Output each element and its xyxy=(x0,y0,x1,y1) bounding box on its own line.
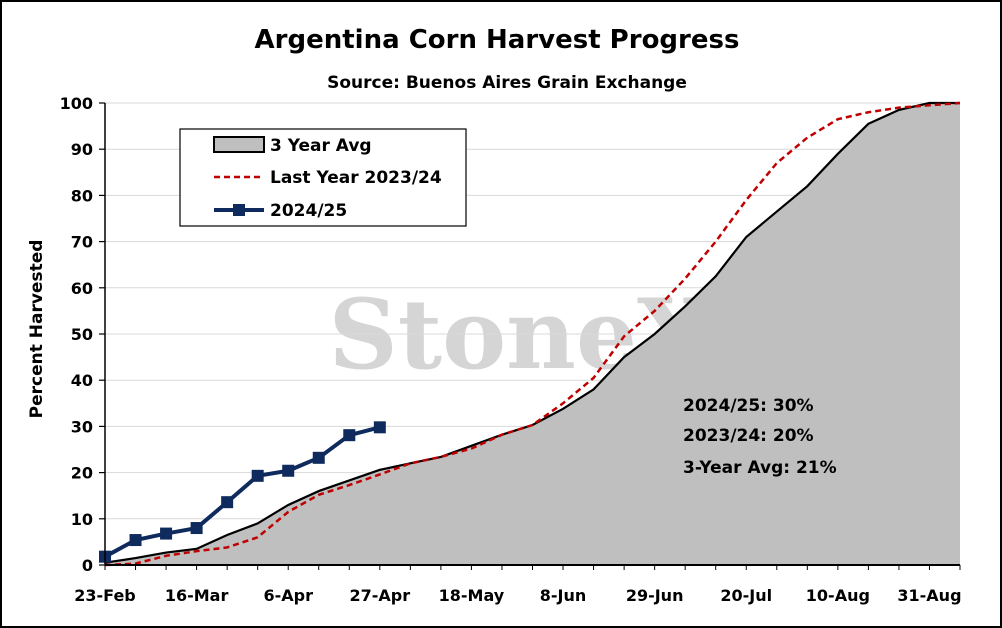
x-tick-label-6: 29-Jun xyxy=(626,586,684,605)
y-tick-label-0: 0 xyxy=(82,556,93,575)
annotation-3yr-avg: 3-Year Avg: 21% xyxy=(683,458,837,478)
y-tick-label-40: 40 xyxy=(71,371,93,390)
x-tick-label-4: 18-May xyxy=(439,586,505,605)
x-tick-label-0: 23-Feb xyxy=(74,586,136,605)
x-tick-label-3: 27-Apr xyxy=(350,586,411,605)
legend-label-last-year: Last Year 2023/24 xyxy=(270,168,442,188)
x-tick-label-2: 6-Apr xyxy=(263,586,313,605)
y-tick-label-70: 70 xyxy=(71,233,93,252)
y-tick-label-90: 90 xyxy=(71,140,93,159)
y-tick-label-20: 20 xyxy=(71,464,93,483)
series-2024-25-point-4 xyxy=(221,496,234,509)
x-tick-label-9: 31-Aug xyxy=(897,586,961,605)
series-3yr-avg-area xyxy=(105,103,960,565)
series-2024-25-point-9 xyxy=(373,421,386,434)
series-2024-25-point-2 xyxy=(160,527,173,540)
legend-swatch-3yr-avg xyxy=(213,136,265,153)
annotation-2023-24: 2023/24: 20% xyxy=(683,426,814,446)
legend-marker-2024-25 xyxy=(233,204,245,216)
y-tick-label-30: 30 xyxy=(71,417,93,436)
y-tick-label-60: 60 xyxy=(71,279,93,298)
series-2024-25-line xyxy=(104,425,381,559)
x-tick-label-1: 16-Mar xyxy=(165,586,229,605)
y-axis-label: Percent Harvested xyxy=(27,240,47,419)
chart-title: Argentina Corn Harvest Progress xyxy=(255,25,740,55)
y-tick-label-80: 80 xyxy=(71,186,93,205)
annotation-2024-25: 2024/25: 30% xyxy=(683,396,814,416)
plot-series xyxy=(99,101,961,567)
series-2024-25-point-7 xyxy=(312,451,325,464)
legend-label-2024-25: 2024/25 xyxy=(270,201,347,221)
chart-subtitle: Source: Buenos Aires Grain Exchange xyxy=(327,73,687,93)
x-tick-label-8: 10-Aug xyxy=(806,586,870,605)
series-2024-25-point-5 xyxy=(251,469,264,482)
x-tick-label-5: 8-Jun xyxy=(540,586,587,605)
y-tick-label-100: 100 xyxy=(60,94,93,113)
x-tick-label-7: 20-Jul xyxy=(720,586,772,605)
series-last-year-line xyxy=(104,101,961,567)
y-tick-label-10: 10 xyxy=(71,510,93,529)
series-2024-25-point-8 xyxy=(343,429,356,442)
legend-label-3yr-avg: 3 Year Avg xyxy=(270,136,372,156)
axes: 0 10 20 30 40 50 60 70 80 90 100 23-Feb 16-Mar 6-Apr 2… xyxy=(60,94,962,605)
series-2024-25-point-6 xyxy=(282,464,295,477)
legend: 3 Year Avg Last Year 2023/24 2024/25 xyxy=(179,128,467,227)
series-2024-25-point-3 xyxy=(190,522,203,535)
y-tick-label-50: 50 xyxy=(71,325,93,344)
series-2024-25-point-1 xyxy=(129,534,142,547)
